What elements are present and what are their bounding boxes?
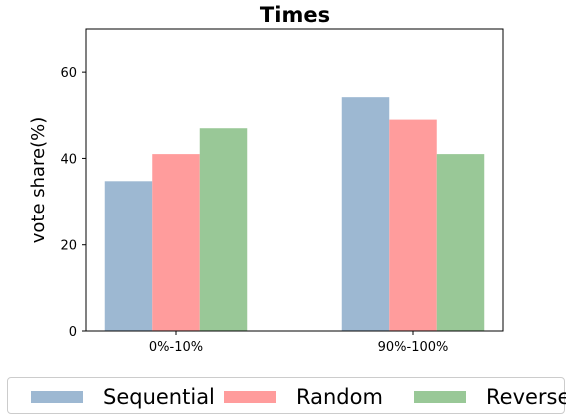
- bar-random-1: [389, 119, 437, 331]
- bar-sequential-0: [104, 181, 153, 331]
- x-tick-label-0: 0%-10%: [149, 340, 203, 355]
- legend-swatch-reverse: [414, 390, 466, 403]
- legend-swatch-random: [224, 390, 276, 403]
- plot-frame: [85, 28, 504, 332]
- legend: Sequential Random Reverse: [7, 377, 566, 415]
- legend-item-reverse: Reverse: [414, 378, 566, 415]
- y-axis-label: vote share(%): [28, 117, 49, 244]
- legend-swatch-sequential: [31, 390, 83, 403]
- y-tick-label-60: 60: [60, 66, 77, 81]
- legend-item-sequential: Sequential: [31, 378, 215, 415]
- legend-item-random: Random: [224, 378, 383, 415]
- bar-reverse-1: [436, 154, 485, 331]
- bar-reverse-0: [199, 128, 248, 331]
- bar-sequential-1: [341, 97, 390, 331]
- y-tick-label-0: 0: [69, 325, 77, 340]
- legend-label-random: Random: [296, 384, 383, 409]
- y-tick-label-20: 20: [60, 239, 77, 254]
- y-tick-label-40: 40: [60, 152, 77, 167]
- legend-label-sequential: Sequential: [103, 384, 215, 409]
- bar-chart: Times vote share(%) 0 20 40 60 0%-10% 90%-100…: [28, 3, 504, 355]
- bar-random-0: [152, 154, 200, 331]
- legend-label-reverse: Reverse: [486, 384, 566, 409]
- chart-title: Times: [260, 3, 330, 27]
- x-tick-label-1: 90%-100%: [378, 340, 449, 355]
